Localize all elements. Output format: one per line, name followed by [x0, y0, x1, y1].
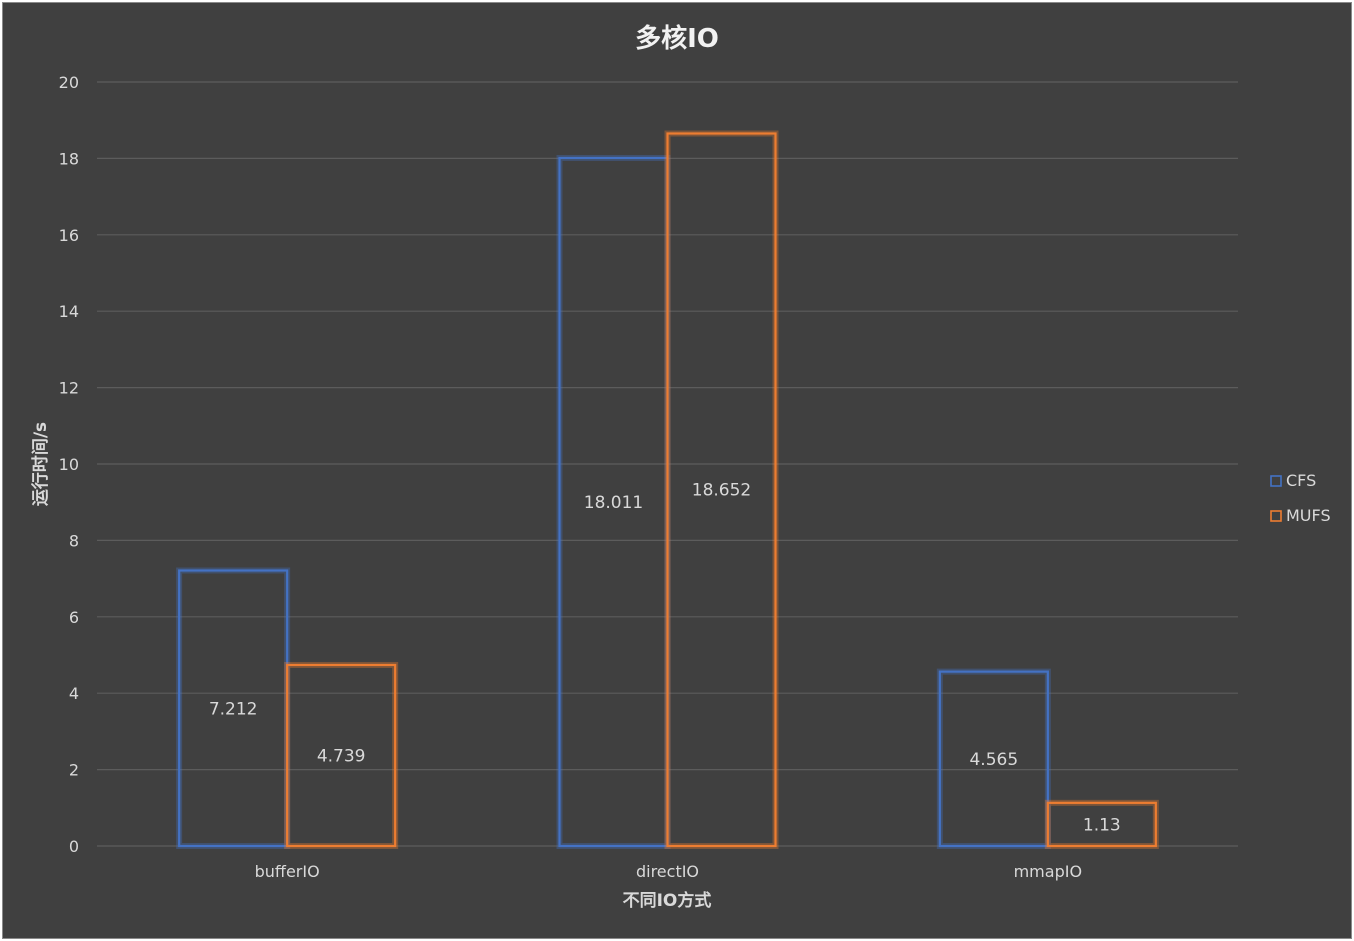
- bar-MUFS-bufferIO: [286, 663, 397, 848]
- y-tick-label-5: 10: [59, 455, 79, 474]
- y-tick-label-1: 2: [69, 761, 79, 780]
- legend: CFS MUFS: [1270, 471, 1331, 525]
- y-tick-label-0: 0: [69, 837, 79, 856]
- legend-label-MUFS: MUFS: [1286, 506, 1331, 525]
- bar-MUFS-mmapIO: [1046, 801, 1157, 848]
- data-label-MUFS-bufferIO: 4.739: [317, 746, 366, 766]
- y-tick-label-10: 20: [59, 73, 79, 92]
- y-tick-label-9: 18: [59, 149, 79, 168]
- data-label-CFS-directIO: 18.011: [584, 493, 643, 513]
- y-tick-label-4: 8: [69, 531, 79, 550]
- data-label-CFS-mmapIO: 4.565: [969, 750, 1018, 770]
- legend-swatch-MUFS: [1270, 510, 1282, 522]
- bar-CFS-mmapIO: [938, 670, 1049, 848]
- legend-label-CFS: CFS: [1286, 471, 1316, 490]
- y-tick-label-6: 12: [59, 379, 79, 398]
- x-tick-label-0: bufferIO: [255, 862, 320, 881]
- x-axis-ticks: bufferIO directIO mmapIO: [255, 862, 1082, 881]
- x-tick-label-1: directIO: [636, 862, 699, 881]
- data-label-CFS-bufferIO: 7.212: [209, 699, 258, 719]
- y-axis-title: 运行时间/s: [30, 422, 51, 506]
- y-tick-label-2: 4: [69, 684, 79, 703]
- chart-title: 多核IO: [635, 23, 719, 54]
- y-tick-label-8: 16: [59, 226, 79, 245]
- y-axis-ticks: 0 2 4 6 8 10 12 14 16 18 20: [59, 73, 79, 856]
- data-labels: 7.212 4.739 18.011 18.652 4.565 1.13: [209, 481, 1121, 836]
- data-label-MUFS-mmapIO: 1.13: [1083, 815, 1121, 835]
- data-label-MUFS-directIO: 18.652: [692, 481, 751, 501]
- x-axis-title: 不同IO方式: [623, 890, 712, 911]
- x-tick-label-2: mmapIO: [1014, 862, 1082, 881]
- y-tick-label-7: 14: [59, 302, 79, 321]
- legend-swatch-CFS: [1270, 475, 1282, 487]
- bar-MUFS-directIO: [666, 132, 777, 848]
- y-tick-label-3: 6: [69, 608, 79, 627]
- bars: [176, 130, 1159, 850]
